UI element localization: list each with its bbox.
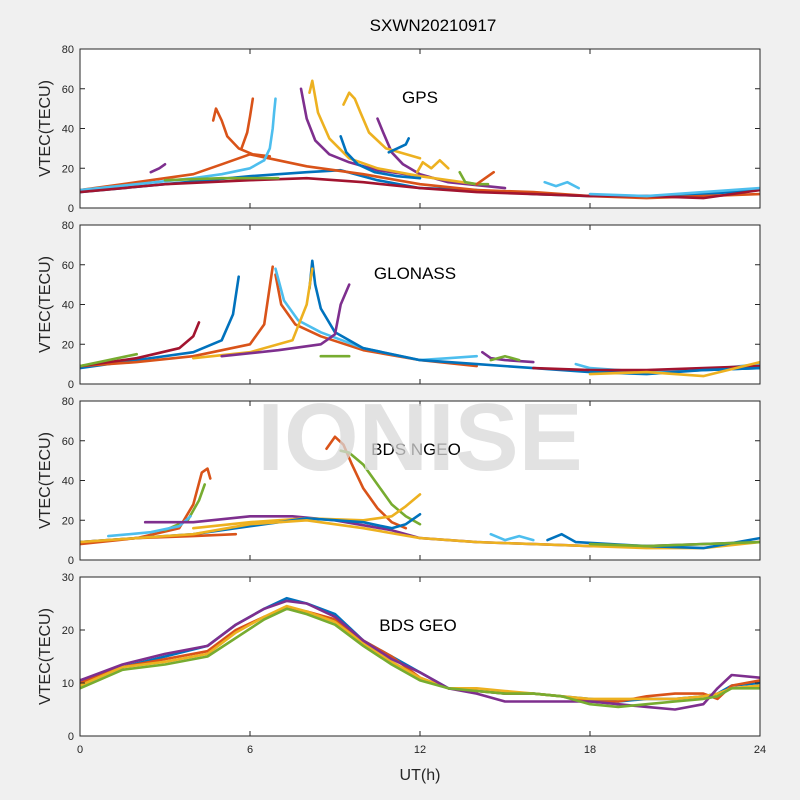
watermark: IONISE — [257, 384, 582, 491]
series-group — [80, 259, 760, 378]
subplot-3: 0 20 40 60 80 VTEC(TECU) BDS NGEO — [37, 396, 761, 567]
series-line — [192, 493, 422, 530]
series-line — [163, 176, 280, 182]
series-group — [80, 79, 760, 200]
x-tick-label: 24 — [754, 744, 766, 756]
y-axis-label: VTEC(TECU) — [37, 608, 54, 705]
y-tick-label: 40 — [62, 476, 74, 488]
y-axis-label: VTEC(TECU) — [37, 256, 54, 353]
series-line — [240, 97, 255, 150]
series-line — [342, 91, 422, 160]
panel-title: BDS GEO — [379, 616, 456, 635]
series-line — [325, 435, 408, 530]
y-tick-label: 80 — [62, 220, 74, 232]
series-line — [80, 153, 760, 200]
series-line — [262, 97, 277, 162]
y-tick-label: 0 — [68, 555, 74, 567]
series-line — [489, 354, 521, 362]
series-line — [376, 117, 507, 190]
series-line — [489, 532, 535, 542]
y-tick-label: 60 — [62, 84, 74, 96]
y-tick-label: 0 — [68, 731, 74, 743]
panel-title: GLONASS — [374, 264, 456, 283]
x-tick-label: 18 — [584, 744, 596, 756]
subplot-4: 0 10 20 30 0 6 12 18 24 VTEC(TECU) BDS GEO — [37, 572, 766, 756]
figure-title: SXWN20210917 — [370, 16, 497, 35]
panel-title: BDS NGEO — [371, 440, 461, 459]
y-tick-label: 20 — [62, 339, 74, 351]
series-line — [80, 519, 760, 550]
series-line — [220, 283, 351, 358]
series-line — [163, 483, 206, 532]
y-tick-label: 20 — [62, 515, 74, 527]
y-tick-label: 10 — [62, 678, 74, 690]
x-tick-label: 6 — [247, 744, 253, 756]
series-line — [339, 449, 422, 526]
y-tick-label: 0 — [68, 203, 74, 215]
y-tick-label: 60 — [62, 260, 74, 272]
x-axis-label: UT(h) — [400, 767, 441, 784]
y-tick-label: 0 — [68, 379, 74, 391]
series-line — [588, 540, 760, 548]
y-tick-label: 40 — [62, 124, 74, 136]
series-group — [80, 435, 760, 550]
series-line — [80, 265, 274, 368]
y-tick-label: 80 — [62, 44, 74, 56]
series-line — [543, 180, 580, 190]
series-line — [149, 163, 167, 174]
y-tick-label: 60 — [62, 436, 74, 448]
series-line — [588, 186, 760, 198]
series-line — [475, 170, 495, 186]
subplot-2: 0 20 40 60 80 VTEC(TECU) GLONASS — [37, 220, 761, 391]
series-line — [299, 87, 422, 178]
series-line — [80, 321, 201, 368]
panel-title: GPS — [402, 88, 438, 107]
y-axis-label: VTEC(TECU) — [37, 80, 54, 177]
x-tick-label: 12 — [414, 744, 426, 756]
series-line — [211, 107, 272, 158]
subplot-1: 0 20 40 60 80 VTEC(TECU) GPS — [37, 44, 761, 215]
series-line — [80, 159, 266, 192]
y-tick-label: 80 — [62, 396, 74, 408]
series-line — [415, 159, 450, 174]
series-line — [274, 267, 478, 362]
series-line — [588, 360, 760, 378]
series-line — [339, 135, 422, 180]
series-line — [532, 364, 760, 372]
y-tick-label: 20 — [62, 163, 74, 175]
x-tick-label: 0 — [77, 744, 83, 756]
series-group — [80, 596, 760, 711]
series-line — [458, 170, 490, 186]
series-line — [308, 79, 478, 186]
y-tick-label: 30 — [62, 572, 74, 584]
y-axis-label: VTEC(TECU) — [37, 432, 54, 529]
y-tick-label: 20 — [62, 625, 74, 637]
series-line — [80, 275, 240, 370]
series-line — [387, 137, 410, 154]
series-line — [80, 607, 760, 709]
y-tick-label: 40 — [62, 300, 74, 312]
series-line — [80, 352, 138, 368]
